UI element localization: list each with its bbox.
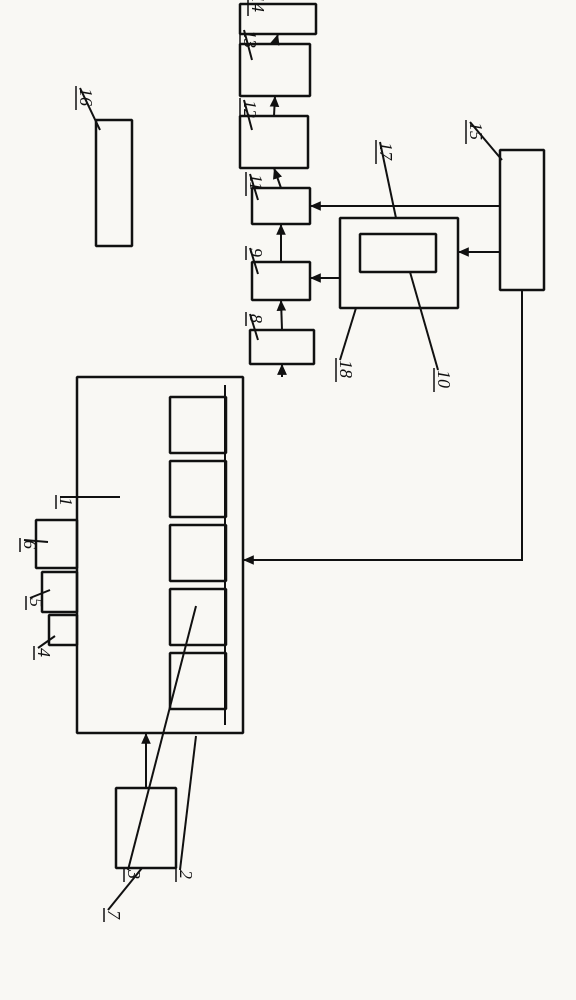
block-10 <box>360 234 436 272</box>
svg-text:13: 13 <box>240 30 260 48</box>
label-17: 17 <box>376 140 396 164</box>
label-4: 4 <box>34 646 54 660</box>
block-1 <box>77 377 243 733</box>
svg-text:12: 12 <box>240 100 260 118</box>
block-11 <box>252 188 310 224</box>
svg-text:10: 10 <box>434 370 454 388</box>
svg-text:4: 4 <box>34 648 54 657</box>
block-6 <box>36 520 77 568</box>
svg-text:16: 16 <box>76 88 96 106</box>
label-12: 12 <box>240 98 260 122</box>
inner-box-4 <box>170 653 226 709</box>
arrow-13-14 <box>275 34 278 44</box>
label-15: 15 <box>466 120 486 144</box>
svg-text:14: 14 <box>248 0 268 12</box>
svg-text:5: 5 <box>26 598 46 607</box>
label-14: 14 <box>248 0 268 16</box>
label-13: 13 <box>240 28 260 52</box>
inner-box-3 <box>170 589 226 645</box>
inner-box-2 <box>170 525 226 581</box>
arrow-8-9 <box>281 300 282 330</box>
svg-text:8: 8 <box>246 314 266 323</box>
label-16: 16 <box>76 86 96 110</box>
svg-text:17: 17 <box>376 142 396 161</box>
svg-text:2: 2 <box>176 870 196 879</box>
block-17-frame <box>340 218 458 308</box>
label-10: 10 <box>434 368 454 392</box>
leader-18 <box>340 308 356 360</box>
svg-text:9: 9 <box>246 248 266 257</box>
label-9: 9 <box>246 246 266 260</box>
block-4 <box>49 615 77 645</box>
svg-text:1: 1 <box>56 497 76 506</box>
label-18: 18 <box>336 358 356 382</box>
label-7: 7 <box>104 908 124 922</box>
svg-text:11: 11 <box>246 174 266 191</box>
leader-10 <box>410 272 438 370</box>
leader-2 <box>180 736 196 870</box>
label-2: 2 <box>176 868 196 882</box>
block-16 <box>96 120 132 246</box>
leader-5 <box>30 590 50 598</box>
arrow-11-12 <box>274 168 281 188</box>
svg-text:7: 7 <box>104 910 124 920</box>
svg-text:18: 18 <box>336 360 356 378</box>
block-9 <box>252 262 310 300</box>
leader-3 <box>128 606 196 870</box>
inner-box-1 <box>170 461 226 517</box>
arrow-12-13 <box>274 96 275 116</box>
inner-box-0 <box>170 397 226 453</box>
block-15 <box>500 150 544 290</box>
block-8 <box>250 330 314 364</box>
label-8: 8 <box>246 312 266 326</box>
